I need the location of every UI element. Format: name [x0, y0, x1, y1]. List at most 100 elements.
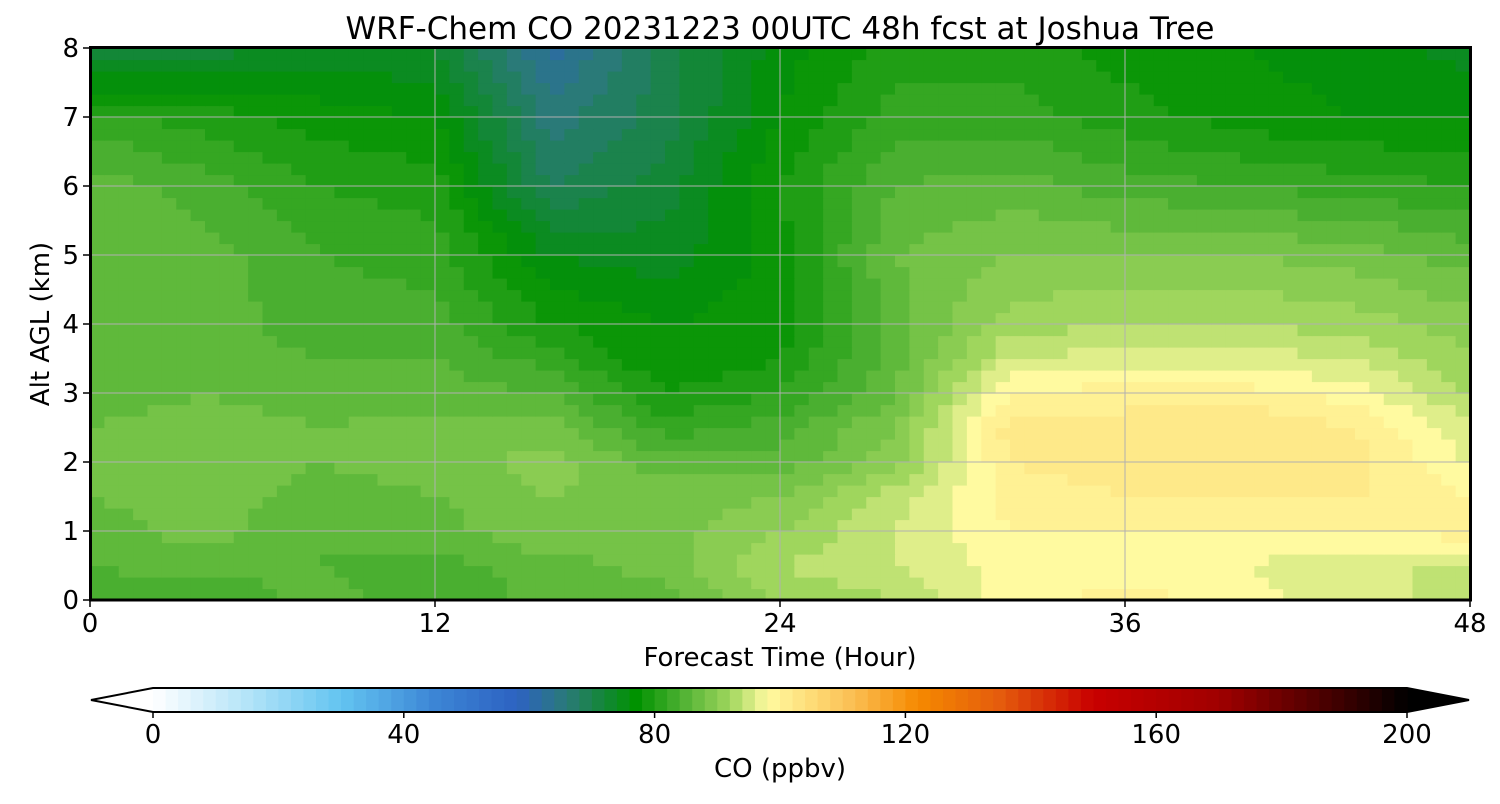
heatmap-cell [564, 577, 580, 590]
heatmap-cell [780, 554, 795, 567]
heatmap-cell [880, 105, 896, 118]
heatmap-cell [492, 117, 508, 130]
heatmap-cell [851, 519, 867, 532]
heatmap-cell [995, 266, 1011, 279]
heatmap-cell [550, 577, 565, 590]
heatmap-cell [1081, 450, 1097, 463]
heatmap-cell [1196, 48, 1212, 61]
heatmap-cell [1153, 232, 1169, 245]
heatmap-cell [1038, 232, 1054, 245]
heatmap-cell [679, 243, 695, 256]
heatmap-cell [1268, 473, 1284, 486]
heatmap-cell [966, 232, 982, 245]
heatmap-cell [449, 312, 465, 325]
heatmap-cell [1326, 588, 1342, 601]
heatmap-cell [550, 531, 565, 544]
colorbar-segment [1319, 688, 1333, 712]
heatmap-cell [1053, 197, 1069, 210]
heatmap-cell [895, 416, 910, 429]
heatmap-cell [1355, 358, 1370, 371]
heatmap-cell [1211, 255, 1227, 268]
heatmap-cell [334, 416, 350, 429]
heatmap-cell [176, 266, 192, 279]
heatmap-cell [248, 542, 264, 555]
heatmap-cell [161, 393, 177, 406]
heatmap-cell [1355, 151, 1370, 164]
heatmap-cell [1426, 278, 1442, 291]
heatmap-cell [363, 462, 379, 475]
heatmap-cell [104, 82, 120, 95]
heatmap-cell [233, 220, 249, 233]
colorbar-segment [428, 688, 443, 712]
heatmap-cell [966, 140, 982, 153]
heatmap-cell [1182, 289, 1198, 302]
heatmap-cell [866, 324, 882, 337]
heatmap-cell [1297, 508, 1313, 521]
heatmap-cell [1297, 473, 1313, 486]
heatmap-cell [363, 174, 379, 187]
heatmap-cell [1326, 485, 1342, 498]
heatmap-cell [564, 335, 580, 348]
heatmap-cell [909, 266, 925, 279]
heatmap-cell [665, 151, 680, 164]
colorbar-segment [391, 688, 405, 712]
heatmap-cell [550, 163, 565, 176]
colorbar-segment [805, 688, 819, 712]
heatmap-cell [1067, 163, 1083, 176]
heatmap-cell [521, 140, 537, 153]
heatmap-cell [607, 266, 623, 279]
heatmap-cell [521, 128, 537, 141]
heatmap-cell [90, 301, 105, 314]
heatmap-cell [1426, 59, 1442, 72]
heatmap-cell [1067, 220, 1083, 233]
heatmap-cell [665, 243, 680, 256]
heatmap-cell [1125, 542, 1140, 555]
heatmap-cell [578, 565, 594, 578]
heatmap-cell [1240, 393, 1255, 406]
heatmap-cell [880, 186, 896, 199]
heatmap-cell [1254, 335, 1270, 348]
heatmap-cell [161, 358, 177, 371]
heatmap-cell [1283, 197, 1299, 210]
heatmap-cell [780, 588, 795, 601]
heatmap-cell [1441, 71, 1457, 84]
heatmap-cell [147, 462, 163, 475]
heatmap-cell [1110, 324, 1126, 337]
heatmap-cell [133, 565, 149, 578]
heatmap-cell [1240, 335, 1255, 348]
heatmap-cell [1297, 393, 1313, 406]
heatmap-cell [909, 48, 925, 61]
heatmap-cell [320, 554, 335, 567]
heatmap-cell [377, 266, 393, 279]
heatmap-cell [607, 312, 623, 325]
heatmap-cell [1153, 496, 1169, 509]
heatmap-cell [104, 94, 120, 107]
heatmap-cell [133, 255, 149, 268]
heatmap-cell [564, 485, 580, 498]
heatmap-cell [550, 324, 565, 337]
heatmap-cell [736, 94, 752, 107]
heatmap-cell [1441, 335, 1457, 348]
heatmap-cell [866, 266, 882, 279]
heatmap-cell [866, 358, 882, 371]
heatmap-cell [104, 496, 120, 509]
heatmap-cell [952, 565, 968, 578]
heatmap-cell [851, 427, 867, 440]
heatmap-cell [1024, 82, 1040, 95]
heatmap-cell [1311, 59, 1327, 72]
heatmap-cell [636, 439, 652, 452]
heatmap-cell [665, 48, 680, 61]
heatmap-cell [506, 473, 522, 486]
heatmap-cell [1081, 71, 1097, 84]
heatmap-cell [1038, 48, 1054, 61]
heatmap-cell [1297, 94, 1313, 107]
heatmap-cell [1268, 94, 1284, 107]
heatmap-cell [205, 335, 220, 348]
heatmap-cell [262, 232, 278, 245]
heatmap-cell [636, 531, 652, 544]
heatmap-cell [348, 186, 364, 199]
colorbar-segment [842, 688, 856, 712]
heatmap-cell [161, 473, 177, 486]
heatmap-cell [1211, 577, 1227, 590]
heatmap-cell [1225, 59, 1241, 72]
